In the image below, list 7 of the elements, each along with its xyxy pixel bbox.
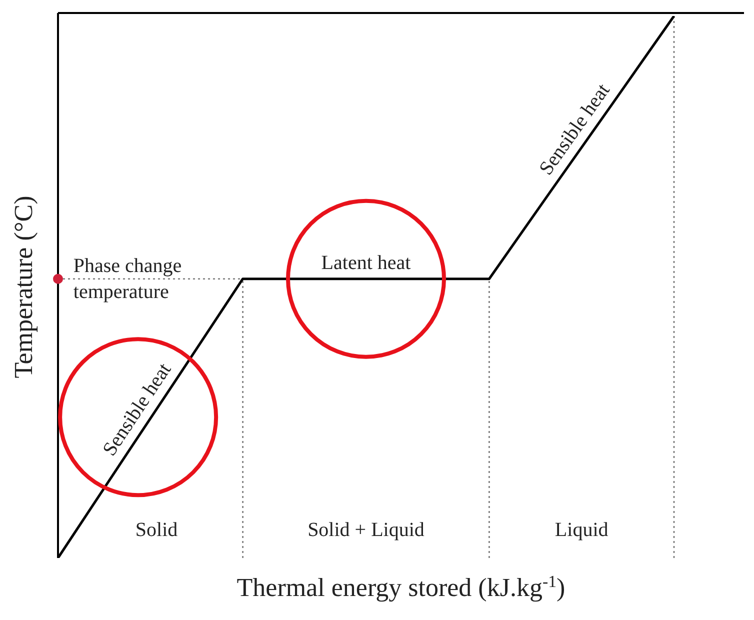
annotation: Latent heat (321, 252, 412, 274)
annotation: Phase change temperature (73, 254, 182, 302)
x-axis-title: Thermal energy stored (kJ.kg$^{-1}$) (236, 572, 566, 602)
annotation: Solid (135, 518, 178, 540)
annotation: Liquid (554, 518, 608, 540)
y-axis-title: Temperature (°C) (9, 196, 38, 378)
annotation: Solid + Liquid (308, 518, 424, 540)
